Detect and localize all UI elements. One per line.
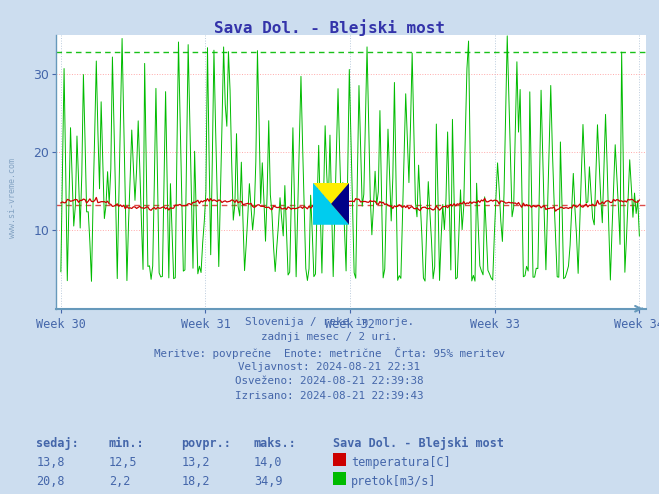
Text: Veljavnost: 2024-08-21 22:31: Veljavnost: 2024-08-21 22:31 [239,362,420,371]
Text: sedaj:: sedaj: [36,437,79,450]
Text: maks.:: maks.: [254,437,297,450]
Polygon shape [313,183,349,225]
Text: 14,0: 14,0 [254,456,282,469]
Text: 2,2: 2,2 [109,475,130,488]
Text: min.:: min.: [109,437,144,450]
Text: 20,8: 20,8 [36,475,65,488]
Text: Sava Dol. - Blejski most: Sava Dol. - Blejski most [214,19,445,36]
Polygon shape [313,183,349,225]
Text: Osveženo: 2024-08-21 22:39:38: Osveženo: 2024-08-21 22:39:38 [235,376,424,386]
Text: Slovenija / reke in morje.: Slovenija / reke in morje. [245,317,414,327]
Text: Meritve: povprečne  Enote: metrične  Črta: 95% meritev: Meritve: povprečne Enote: metrične Črta:… [154,347,505,359]
Text: 13,8: 13,8 [36,456,65,469]
Text: zadnji mesec / 2 uri.: zadnji mesec / 2 uri. [261,332,398,342]
Text: Izrisano: 2024-08-21 22:39:43: Izrisano: 2024-08-21 22:39:43 [235,391,424,401]
Text: pretok[m3/s]: pretok[m3/s] [351,475,437,488]
Text: 13,2: 13,2 [181,456,210,469]
Text: 34,9: 34,9 [254,475,282,488]
Text: temperatura[C]: temperatura[C] [351,456,451,469]
Text: www.si-vreme.com: www.si-vreme.com [8,158,17,238]
Text: 12,5: 12,5 [109,456,137,469]
Polygon shape [331,183,349,225]
Text: povpr.:: povpr.: [181,437,231,450]
Text: Sava Dol. - Blejski most: Sava Dol. - Blejski most [333,437,503,451]
Text: 18,2: 18,2 [181,475,210,488]
